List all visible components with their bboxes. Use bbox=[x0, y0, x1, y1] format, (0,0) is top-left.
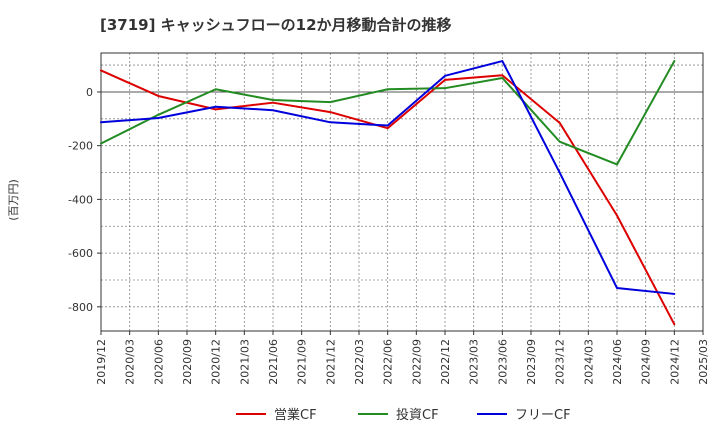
plot-background bbox=[101, 53, 703, 331]
x-tick-label: 2020/12 bbox=[210, 339, 223, 385]
plot-area: 0 -200 -400 -600 -800 2019/12 2020/03 2020/06 20… bbox=[68, 52, 710, 385]
x-tick-label: 2023/06 bbox=[496, 339, 509, 385]
y-tick-label: 0 bbox=[86, 86, 93, 99]
x-tick-label: 2024/03 bbox=[582, 339, 595, 385]
series-line bbox=[100, 60, 676, 166]
chart-title: [3719] キャッシュフローの12か月移動合計の推移 bbox=[100, 16, 452, 34]
x-tick-label: 2020/03 bbox=[124, 339, 137, 385]
x-tick-label: 2021/06 bbox=[267, 339, 280, 385]
plot-frame bbox=[100, 52, 704, 332]
series-line bbox=[100, 69, 676, 326]
x-tick-label: 2023/09 bbox=[525, 339, 538, 385]
x-tick-label: 2024/06 bbox=[611, 339, 624, 385]
legend-label: 営業CF bbox=[274, 407, 317, 423]
legend-label: 投資CF bbox=[396, 407, 439, 423]
x-tick-label: 2023/12 bbox=[554, 339, 567, 385]
x-tick-label: 2022/12 bbox=[439, 339, 452, 385]
x-tick-label: 2025/03 bbox=[697, 339, 710, 385]
x-tick-label: 2022/06 bbox=[382, 339, 395, 385]
x-tick-label: 2021/09 bbox=[296, 339, 309, 385]
x-tick-label: 2024/12 bbox=[668, 339, 681, 385]
x-tick-label: 2019/12 bbox=[95, 339, 108, 385]
y-tick-label: -400 bbox=[68, 193, 93, 206]
legend-label: フリーCF bbox=[515, 408, 571, 423]
y-tick-label: -200 bbox=[68, 140, 93, 153]
y-tick-label: -600 bbox=[68, 247, 93, 260]
x-tick-label: 2021/03 bbox=[238, 339, 251, 385]
legend: 営業CF 投資CF フリーCF bbox=[236, 407, 571, 423]
x-tick-label: 2020/06 bbox=[152, 339, 165, 385]
series-line bbox=[100, 60, 676, 295]
x-tick-label: 2024/09 bbox=[640, 339, 653, 385]
y-axis-label: (百万円) bbox=[7, 179, 20, 221]
x-tick-label: 2021/12 bbox=[324, 339, 337, 385]
x-tick-label: 2022/09 bbox=[410, 339, 423, 385]
y-tick-label: -800 bbox=[68, 301, 93, 314]
x-tick-label: 2023/03 bbox=[468, 339, 481, 385]
x-tick-label: 2022/03 bbox=[353, 339, 366, 385]
x-tick-label: 2020/09 bbox=[181, 339, 194, 385]
